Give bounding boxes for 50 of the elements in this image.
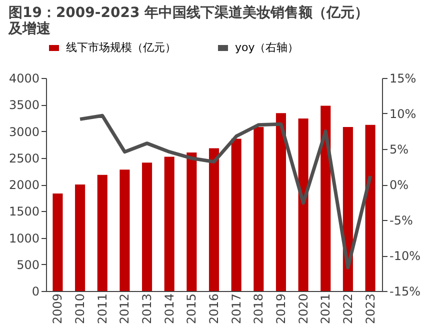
legend-label: 线下市场规模（亿元） (66, 41, 176, 54)
y-tick-label: 1500 (8, 204, 40, 219)
x-tick-label: 2022 (340, 294, 355, 324)
x-tick-label: 2023 (363, 294, 378, 324)
legend-label: yoy（右轴） (235, 41, 299, 54)
x-tick-label: 2019 (274, 294, 288, 324)
bar (365, 124, 376, 291)
bar (186, 152, 197, 291)
x-tick-label: 2015 (184, 294, 199, 324)
y-tick-label: 3500 (8, 98, 40, 112)
y-tick-label: 500 (16, 258, 40, 272)
line-series (78, 114, 372, 270)
x-tick-label: 2010 (73, 294, 88, 324)
y2-tick-label: -10% (390, 249, 421, 263)
x-tick-label: 2011 (95, 294, 110, 324)
x-tick-label: 2017 (229, 294, 244, 324)
x-tick-label: 2012 (118, 294, 132, 324)
bar (120, 170, 130, 291)
y2-tick-label: 10% (390, 107, 416, 121)
y2-tick-label: 0% (390, 178, 409, 192)
bar (276, 113, 286, 291)
y-tick-label: 1000 (8, 231, 40, 246)
x-tick-label: 2018 (252, 294, 266, 324)
bar (164, 156, 174, 291)
bar (97, 174, 108, 291)
y-tick-label: 3000 (8, 124, 40, 139)
x-tick-label: 2013 (140, 294, 154, 324)
x-tick-label: 2016 (207, 294, 221, 324)
bar (254, 126, 264, 291)
x-tick-label: 2020 (296, 294, 310, 324)
bar (142, 162, 152, 291)
text: 及增速 (8, 21, 50, 37)
x-tick-label: 2014 (162, 294, 176, 324)
x-tick-label: 2021 (318, 294, 333, 324)
x-tick-label: 2009 (50, 294, 65, 324)
bar (208, 148, 220, 291)
y2-tick-label: -5% (390, 214, 413, 228)
y2-tick-label: -15% (390, 284, 421, 298)
bar (52, 194, 63, 291)
y-tick-label: 0 (32, 284, 40, 298)
bar (320, 106, 331, 291)
bar (231, 138, 242, 291)
y2-tick-label: 15% (390, 72, 416, 86)
y-tick-label: 2000 (8, 178, 40, 192)
y2-tick-label: 5% (390, 142, 409, 156)
y-tick-label: 4000 (8, 72, 40, 86)
y-tick-label: 2500 (8, 151, 40, 166)
text: 图19：2009-2023 年中国线下渠道美妆销售额（亿元） (8, 5, 369, 21)
bar (75, 184, 86, 291)
bar (298, 118, 308, 291)
